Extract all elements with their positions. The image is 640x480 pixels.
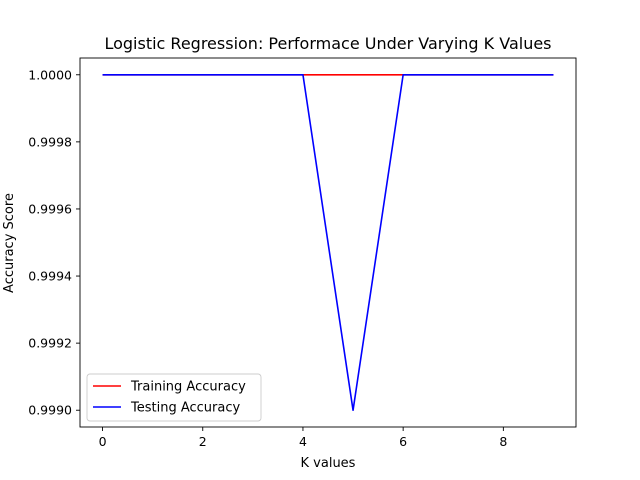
legend-label-1: Training Accuracy: [130, 380, 246, 395]
chart-title: Logistic Regression: Performace Under Va…: [104, 34, 551, 53]
legend-label-2: Testing Accuracy: [130, 401, 240, 416]
series-line-2: [102, 73, 554, 412]
x-axis-label: K values: [301, 456, 356, 471]
y-tick-label: 0.9998: [28, 134, 72, 149]
y-tick-label: 0.9994: [28, 269, 72, 284]
plot-area: 0 2 4 6 8 0.9990 0.9992 0.9994 0.9996 0.9998 1.000…: [28, 57, 577, 449]
legend-box: [86, 373, 262, 422]
y-tick-label: 0.9990: [28, 403, 72, 418]
x-tick-label: 8: [499, 434, 507, 449]
x-tick-label: 4: [299, 434, 307, 449]
y-tick-label: 0.9992: [28, 336, 72, 351]
x-tick-label: 6: [399, 434, 407, 449]
x-tick-label: 0: [99, 434, 107, 449]
y-tick-label: 1.0000: [28, 67, 72, 82]
x-tick-label: 2: [199, 434, 207, 449]
y-tick-label: 0.9996: [28, 201, 72, 216]
axes-frame: [79, 57, 577, 428]
y-axis-label: Accuracy Score: [2, 193, 17, 293]
